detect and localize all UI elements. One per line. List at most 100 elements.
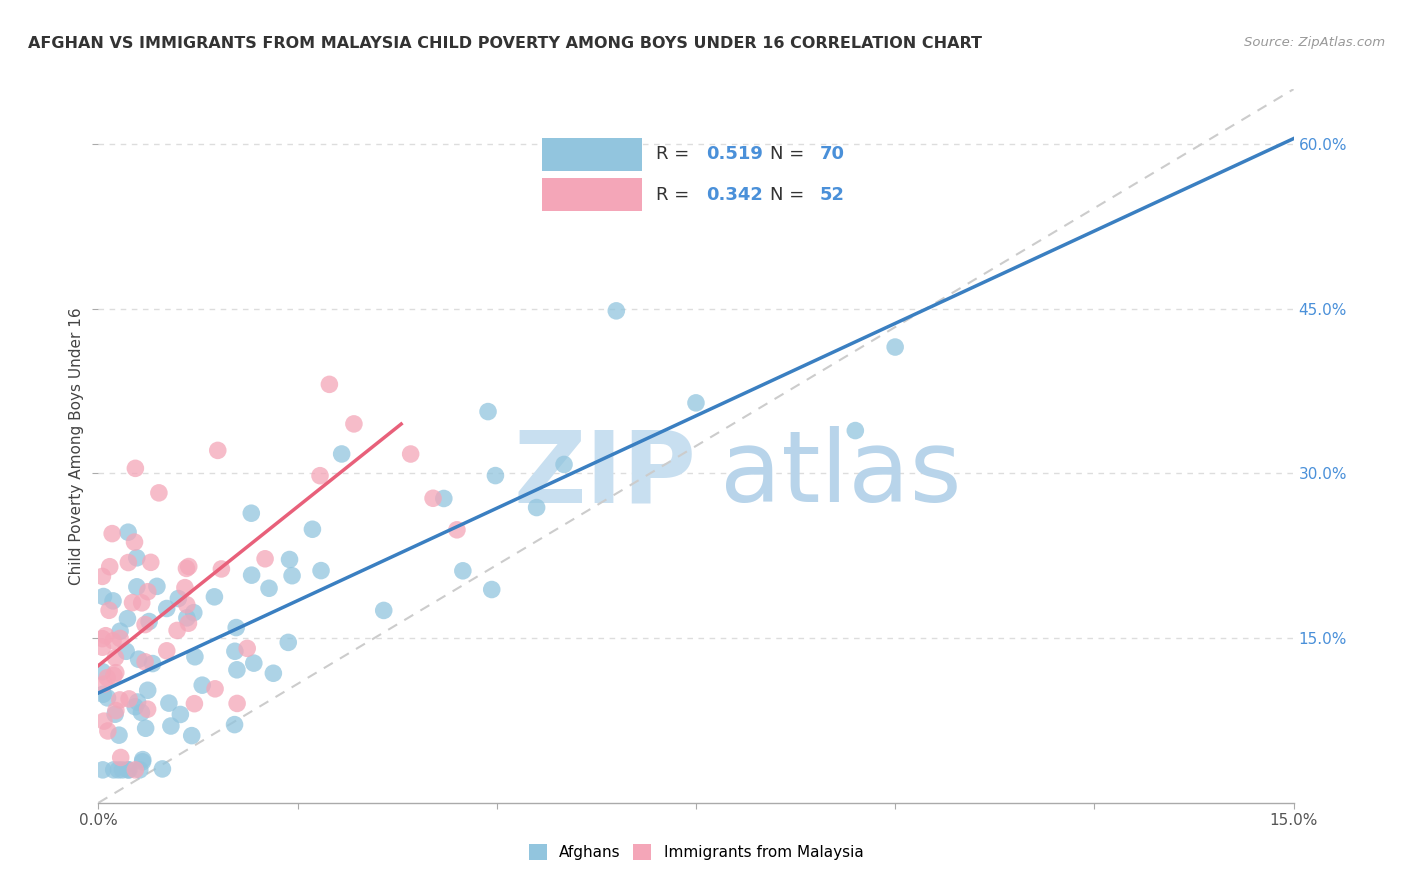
Point (108, 624, 131, 639)
Point (166, 624, 188, 638)
Point (399, 447, 422, 461)
Point (309, 468, 332, 483)
Point (93, 590, 115, 604)
Point (115, 644, 138, 658)
Point (96, 671, 118, 685)
Text: ZIP: ZIP (513, 426, 696, 523)
Legend: Afghans, Immigrants from Malaysia: Afghans, Immigrants from Malaysia (523, 838, 869, 866)
Point (177, 616, 200, 631)
Point (138, 615, 160, 629)
Point (124, 535, 146, 549)
Text: Source: ZipAtlas.com: Source: ZipAtlas.com (1244, 36, 1385, 49)
Point (281, 568, 304, 582)
Point (131, 755, 153, 769)
Point (136, 683, 159, 698)
Point (174, 581, 197, 595)
Point (257, 581, 280, 595)
Point (160, 719, 183, 733)
Point (225, 621, 247, 635)
Point (240, 568, 263, 582)
Point (111, 763, 134, 777)
Point (91, 640, 114, 655)
Point (117, 525, 139, 540)
Point (94, 629, 117, 643)
Point (96, 690, 118, 705)
Point (139, 555, 162, 569)
Point (207, 443, 229, 458)
Point (127, 695, 149, 709)
Point (132, 753, 155, 767)
Point (91, 665, 114, 679)
Point (685, 396, 707, 410)
Point (128, 652, 150, 666)
Point (225, 663, 247, 677)
Point (152, 762, 174, 776)
Point (104, 707, 127, 722)
Point (91, 632, 114, 646)
Point (526, 500, 548, 515)
Point (101, 526, 124, 541)
Point (101, 633, 124, 648)
Point (343, 417, 366, 431)
Point (277, 635, 299, 649)
Point (136, 584, 159, 599)
Point (146, 579, 169, 593)
Text: atlas: atlas (720, 426, 962, 523)
Text: AFGHAN VS IMMIGRANTS FROM MALAYSIA CHILD POVERTY AMONG BOYS UNDER 16 CORRELATION: AFGHAN VS IMMIGRANTS FROM MALAYSIA CHILD… (28, 36, 983, 51)
Point (309, 564, 332, 578)
Point (107, 763, 129, 777)
Point (433, 491, 456, 506)
Point (176, 611, 198, 625)
Point (884, 340, 907, 354)
Point (124, 699, 146, 714)
Point (91, 763, 114, 777)
Point (204, 681, 226, 696)
Point (157, 696, 180, 710)
Point (176, 598, 198, 612)
Point (93, 714, 115, 728)
Point (844, 424, 866, 438)
Point (224, 644, 246, 658)
Point (117, 763, 139, 777)
Point (103, 763, 125, 777)
Point (134, 617, 156, 632)
Point (605, 303, 627, 318)
Point (118, 763, 141, 777)
Point (183, 697, 205, 711)
Point (318, 377, 340, 392)
Point (156, 601, 179, 615)
Point (108, 632, 131, 646)
Point (103, 668, 125, 682)
Point (104, 650, 127, 665)
Point (484, 468, 506, 483)
Point (451, 564, 474, 578)
Point (148, 486, 170, 500)
Point (131, 596, 153, 610)
Point (176, 561, 198, 575)
Point (373, 603, 395, 617)
Point (477, 404, 499, 418)
Point (110, 750, 132, 764)
Point (134, 655, 156, 669)
Point (191, 678, 214, 692)
Point (118, 692, 141, 706)
Point (243, 656, 266, 670)
Point (481, 582, 503, 597)
Point (98, 559, 121, 574)
Point (117, 612, 139, 626)
Point (121, 596, 143, 610)
Point (254, 551, 277, 566)
Point (124, 461, 146, 475)
Point (136, 702, 159, 716)
Point (98, 603, 121, 617)
Point (301, 522, 323, 536)
Point (125, 580, 148, 594)
Point (97, 723, 120, 738)
Point (135, 721, 157, 735)
Point (209, 562, 232, 576)
Y-axis label: Child Poverty Among Boys Under 16: Child Poverty Among Boys Under 16 (69, 307, 84, 585)
Point (93, 677, 115, 691)
Point (128, 763, 150, 777)
Point (422, 491, 444, 506)
Point (91, 687, 114, 701)
